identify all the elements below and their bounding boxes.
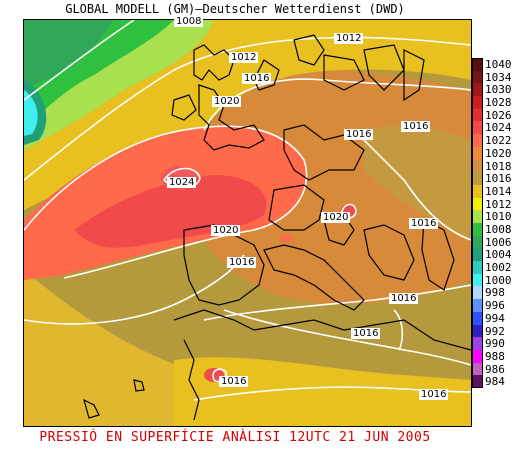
legend-swatch: [472, 58, 483, 72]
isobar-lines: [23, 19, 472, 401]
legend-swatch: [472, 121, 483, 135]
legend-swatch: [472, 134, 483, 148]
legend-label: 998: [485, 286, 505, 300]
legend-label: 1000: [485, 273, 512, 287]
legend-label: 990: [485, 337, 505, 351]
legend-label: 984: [485, 375, 505, 389]
legend-label: 986: [485, 362, 505, 376]
legend-label: 1020: [485, 146, 512, 160]
isobar-label-1016-balkans: 1016: [409, 218, 439, 229]
legend-label: 1026: [485, 108, 512, 122]
legend-label: 992: [485, 324, 505, 338]
legend-label: 1008: [485, 223, 512, 236]
legend-label: 1010: [485, 210, 512, 224]
legend-swatch: [472, 83, 483, 97]
legend-label: 994: [485, 311, 505, 325]
pressure-band-1016-east: [364, 125, 471, 240]
legend-label: 1004: [485, 248, 512, 262]
legend-label: 1030: [485, 83, 512, 97]
legend-swatch: [472, 362, 483, 376]
legend-swatch: [472, 235, 483, 249]
legend-swatch: [472, 172, 483, 186]
legend-swatch: [472, 70, 483, 84]
legend-swatch: [472, 108, 483, 122]
pressure-band-1012: [24, 20, 471, 210]
legend-label: 1024: [485, 121, 512, 135]
legend-swatch: [472, 210, 483, 224]
legend-swatch: [472, 96, 483, 110]
isobar-label-1012-north: 1012: [334, 33, 364, 44]
legend-label: 1028: [485, 96, 512, 110]
legend-swatch: [472, 197, 483, 211]
pressure-field-svg: [23, 19, 472, 426]
legend-swatch: [472, 324, 483, 338]
legend-swatch: [472, 375, 483, 389]
legend-label: 1018: [485, 159, 512, 173]
isobar-label-1016-greece: 1016: [389, 293, 419, 304]
pressure-map: 1008 1012 1012 1016 1020 1016 1016 1024 …: [23, 16, 472, 427]
isobar-label-1016-centre: 1016: [344, 129, 374, 140]
legend-label: 1040: [485, 58, 512, 71]
isobar-label-1016-north: 1016: [242, 73, 272, 84]
pressure-legend: 1040 1034 1030 1028 1026 1024 1022 1020 1018 1016…: [470, 58, 520, 389]
legend-label: 1002: [485, 261, 512, 275]
isobar-label-1016-southeast: 1016: [419, 389, 449, 400]
isobar-label-1016-med: 1016: [351, 328, 381, 339]
legend-swatch: [472, 248, 483, 262]
isobar-label-1012-west: 1012: [229, 52, 259, 63]
legend-swatch: [472, 223, 483, 237]
isobar-label-1024: 1024: [167, 177, 197, 188]
isobar-label-1016-northeast: 1016: [401, 121, 431, 132]
coastline-paths: [83, 34, 472, 421]
legend-swatch: [472, 337, 483, 351]
legend-swatch: [472, 299, 483, 313]
map-title: GLOBAL MODELL (GM)—Deutscher Wetterdiens…: [65, 2, 405, 16]
legend-swatch: [472, 159, 483, 173]
isobar-label-1008: 1008: [174, 16, 204, 27]
pressure-band-1006: [24, 20, 114, 90]
legend-swatch: [472, 286, 483, 300]
legend-label: 1006: [485, 235, 512, 249]
isobar-label-1020-north: 1020: [212, 96, 242, 107]
legend-swatch: [472, 184, 483, 199]
legend-swatch: [472, 349, 483, 364]
isobar-label-1020-west: 1020: [211, 225, 241, 236]
legend-swatch: [472, 273, 483, 287]
legend-label: 996: [485, 299, 505, 313]
isobar-label-1020-east: 1020: [321, 212, 351, 223]
isobar-label-1016-iberia: 1016: [227, 257, 257, 268]
pressure-band-1014-south: [174, 357, 471, 426]
legend-label: 1014: [485, 184, 512, 198]
legend-label: 1022: [485, 134, 512, 148]
legend-label: 1016: [485, 172, 512, 186]
legend-swatch: [472, 261, 483, 275]
legend-label: 1012: [485, 197, 512, 211]
map-caption: PRESSIÓ EN SUPERFÍCIE ANÀLISI 12UTC 21 J…: [39, 430, 431, 445]
legend-label: 988: [485, 349, 505, 363]
pressure-band-1000: [24, 90, 38, 136]
legend-swatch: [472, 311, 483, 326]
legend-label: 1034: [485, 70, 512, 84]
legend-swatch: [472, 146, 483, 161]
pressure-spot-central: [280, 234, 292, 242]
isobar-label-1016-africa: 1016: [219, 376, 249, 387]
